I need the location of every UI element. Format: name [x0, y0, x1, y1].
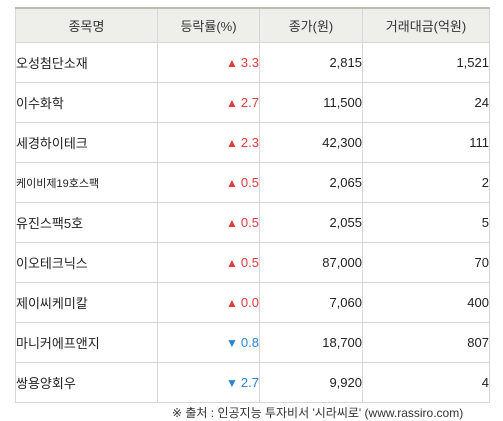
- change-rate-value: 0.0: [240, 295, 259, 310]
- change-rate: ▲ 0.5: [157, 242, 260, 283]
- table-row: 마니커에프앤지 ▼ 0.8 18,700 807: [15, 322, 490, 363]
- change-rate-value: 0.5: [240, 215, 259, 230]
- closing-price: 2,055: [259, 202, 363, 243]
- table-row: 오성첨단소재 ▲ 3.3 2,815 1,521: [15, 42, 490, 83]
- down-arrow-icon: ▼: [226, 376, 238, 390]
- trading-amount: 111: [362, 122, 490, 163]
- change-rate-value: 3.3: [240, 55, 259, 70]
- header-name: 종목명: [15, 7, 158, 43]
- change-rate-value: 0.5: [240, 255, 259, 270]
- table-row: 케이비제19호스팩 ▲ 0.5 2,065 2: [15, 162, 490, 203]
- header-rate: 등락률(%): [157, 7, 260, 43]
- table-row: 쌍용양회우 ▼ 2.7 9,920 4: [15, 362, 490, 403]
- up-arrow-icon: ▲: [226, 96, 238, 110]
- up-arrow-icon: ▲: [226, 176, 238, 190]
- stock-name: 케이비제19호스팩: [15, 162, 158, 203]
- stock-name: 이수화학: [15, 82, 158, 123]
- closing-price: 2,065: [259, 162, 363, 203]
- down-arrow-icon: ▼: [226, 336, 238, 350]
- trading-amount: 400: [362, 282, 490, 323]
- up-arrow-icon: ▲: [226, 136, 238, 150]
- closing-price: 2,815: [259, 42, 363, 83]
- stock-name: 마니커에프앤지: [15, 322, 158, 363]
- up-arrow-icon: ▲: [226, 216, 238, 230]
- closing-price: 18,700: [259, 322, 363, 363]
- table-row: 유진스팩5호 ▲ 0.5 2,055 5: [15, 202, 490, 243]
- closing-price: 7,060: [259, 282, 363, 323]
- table-row: 제이씨케미칼 ▲ 0.0 7,060 400: [15, 282, 490, 323]
- stock-table: 종목명 등락률(%) 종가(원) 거래대금(억원) 오성첨단소재 ▲ 3.3 2,81…: [15, 7, 490, 403]
- up-arrow-icon: ▲: [226, 56, 238, 70]
- source-note: ※ 출처 : 인공지능 투자비서 '시라씨로' (www.rassiro.com…: [172, 406, 464, 420]
- stock-name: 유진스팩5호: [15, 202, 158, 243]
- stock-name: 세경하이테크: [15, 122, 158, 163]
- stock-name: 쌍용양회우: [15, 362, 158, 403]
- trading-amount: 4: [362, 362, 490, 403]
- table-row: 세경하이테크 ▲ 2.3 42,300 111: [15, 122, 490, 163]
- change-rate: ▲ 2.7: [157, 82, 260, 123]
- table-row: 이오테크닉스 ▲ 0.5 87,000 70: [15, 242, 490, 283]
- change-rate: ▼ 0.8: [157, 322, 260, 363]
- change-rate: ▲ 2.3: [157, 122, 260, 163]
- closing-price: 11,500: [259, 82, 363, 123]
- trading-amount: 1,521: [362, 42, 490, 83]
- table-row: 이수화학 ▲ 2.7 11,500 24: [15, 82, 490, 123]
- stock-name: 제이씨케미칼: [15, 282, 158, 323]
- stock-name: 오성첨단소재: [15, 42, 158, 83]
- closing-price: 42,300: [259, 122, 363, 163]
- trading-amount: 2: [362, 162, 490, 203]
- change-rate: ▲ 3.3: [157, 42, 260, 83]
- table-header-row: 종목명 등락률(%) 종가(원) 거래대금(억원): [15, 7, 490, 43]
- change-rate-value: 0.8: [240, 335, 259, 350]
- header-price: 종가(원): [259, 7, 363, 43]
- trading-amount: 807: [362, 322, 490, 363]
- change-rate-value: 2.3: [240, 135, 259, 150]
- change-rate: ▲ 0.5: [157, 202, 260, 243]
- closing-price: 87,000: [259, 242, 363, 283]
- change-rate: ▼ 2.7: [157, 362, 260, 403]
- trading-amount: 5: [362, 202, 490, 243]
- change-rate: ▲ 0.0: [157, 282, 260, 323]
- up-arrow-icon: ▲: [226, 256, 238, 270]
- stock-name: 이오테크닉스: [15, 242, 158, 283]
- change-rate-value: 2.7: [240, 375, 259, 390]
- trading-amount: 70: [362, 242, 490, 283]
- trading-amount: 24: [362, 82, 490, 123]
- header-amount: 거래대금(억원): [362, 7, 490, 43]
- change-rate-value: 2.7: [240, 95, 259, 110]
- change-rate-value: 0.5: [240, 175, 259, 190]
- up-arrow-icon: ▲: [226, 296, 238, 310]
- closing-price: 9,920: [259, 362, 363, 403]
- change-rate: ▲ 0.5: [157, 162, 260, 203]
